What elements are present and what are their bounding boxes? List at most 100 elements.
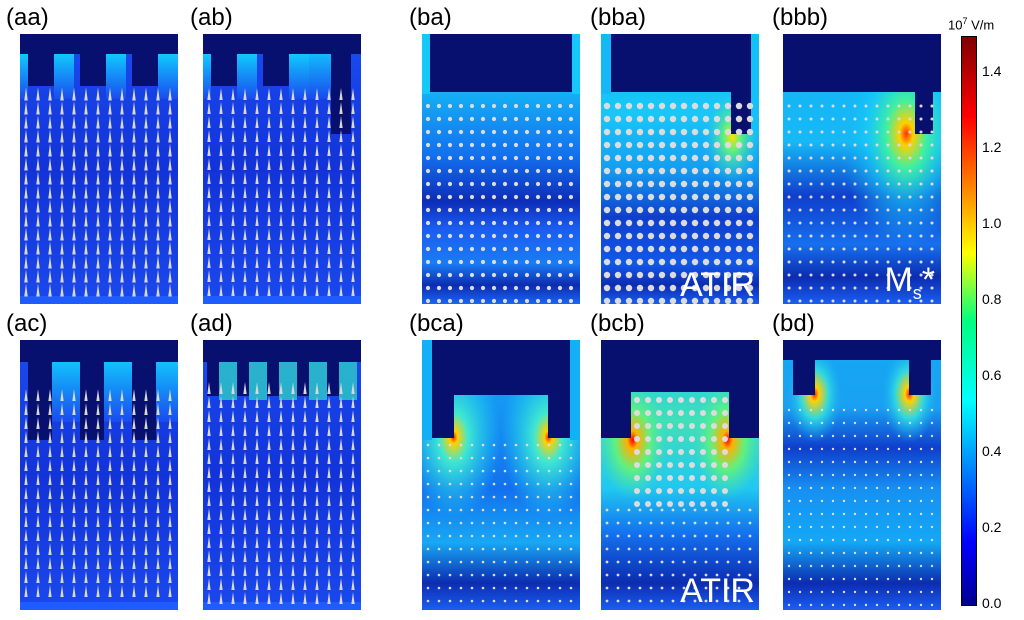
field-dot: [722, 436, 728, 442]
field-arrow: [120, 585, 124, 597]
field-arrow: [267, 522, 271, 534]
field-dot: [919, 603, 923, 607]
field-dot: [908, 130, 912, 134]
field-dot: [875, 460, 879, 464]
colorbar-tick-0-2: 0.2: [982, 519, 1002, 535]
field-dot: [671, 599, 675, 603]
field-dot: [897, 538, 901, 542]
field-dot: [525, 521, 529, 525]
field-arrow: [144, 515, 148, 527]
field-dot: [458, 259, 464, 265]
field-arrow: [96, 543, 100, 555]
field-dot: [680, 193, 688, 201]
field-dot: [625, 206, 633, 214]
field-arrow: [96, 431, 100, 443]
field-dot: [480, 272, 486, 278]
field-arrow: [96, 403, 100, 415]
field-arrow: [267, 214, 271, 226]
field-dot: [680, 232, 688, 240]
field-dot: [448, 443, 452, 447]
field-dot: [658, 271, 666, 279]
field-arrow: [48, 585, 52, 597]
field-dot: [842, 156, 846, 160]
field-dot: [656, 462, 662, 468]
field-dot: [492, 534, 496, 538]
field-dot: [809, 538, 813, 542]
field-dot: [919, 473, 923, 477]
field-arrow: [219, 564, 223, 576]
field-arrow: [108, 283, 112, 297]
field-arrow: [327, 242, 331, 254]
field-dot: [649, 599, 653, 603]
field-dot: [908, 512, 912, 516]
field-dot: [536, 456, 540, 460]
field-arrow: [315, 256, 319, 268]
field-dot: [491, 272, 497, 278]
field-dot: [820, 104, 824, 108]
field-dot: [724, 141, 732, 149]
field-dot: [502, 194, 508, 200]
field-arrow: [168, 199, 172, 213]
field-arrow: [168, 115, 172, 129]
field-arrow: [108, 185, 112, 199]
field-dot: [569, 521, 573, 525]
field-arrow: [303, 466, 307, 478]
field-arrow: [243, 186, 247, 198]
field-dot: [864, 143, 868, 147]
field-arrow: [24, 255, 28, 269]
field-dot: [853, 512, 857, 516]
field-arrow: [219, 172, 223, 184]
field-dot: [702, 271, 710, 279]
field-dot: [470, 560, 474, 564]
field-dot: [546, 142, 552, 148]
field-arrow: [120, 473, 124, 485]
field-arrow: [279, 116, 283, 128]
field-dot: [447, 259, 453, 265]
field-dot: [513, 233, 519, 239]
field-arrow: [207, 508, 211, 520]
field-dot: [897, 460, 901, 464]
field-dot: [820, 195, 824, 199]
field-dot: [535, 272, 541, 278]
field-dot: [809, 434, 813, 438]
field-arrow: [48, 473, 52, 485]
field-arrow: [36, 171, 40, 185]
field-dot: [660, 599, 664, 603]
field-dot: [919, 234, 923, 238]
field-arrow: [132, 213, 136, 227]
field-dot: [502, 129, 508, 135]
field-arrow: [279, 172, 283, 184]
field-dot: [480, 103, 486, 109]
field-arrow: [156, 431, 160, 443]
field-dot: [469, 285, 475, 291]
field-dot: [513, 181, 519, 187]
field-arrow: [132, 571, 136, 583]
field-arrow: [327, 578, 331, 590]
field-arrow: [315, 424, 319, 436]
field-arrow: [231, 88, 235, 100]
field-arrow: [279, 284, 283, 296]
field-arrow: [243, 270, 247, 282]
field-dot: [886, 221, 890, 225]
field-plot-ad: [203, 340, 361, 610]
field-dot: [671, 560, 675, 564]
field-dot: [447, 129, 453, 135]
field-arrow: [156, 487, 160, 499]
field-dot: [820, 130, 824, 134]
field-dot: [715, 586, 719, 590]
field-arrow: [279, 452, 283, 464]
field-dot: [656, 449, 662, 455]
field-dot: [536, 469, 540, 473]
field-dot: [669, 180, 677, 188]
field-dot: [447, 207, 453, 213]
field-arrow: [108, 571, 112, 583]
field-arrow: [60, 445, 64, 457]
field-dot: [656, 488, 662, 494]
field-arrow: [120, 129, 124, 143]
field-dot: [649, 560, 653, 564]
field-dot: [702, 258, 710, 266]
field-dot: [458, 129, 464, 135]
field-dot: [809, 564, 813, 568]
field-dot: [713, 245, 721, 253]
field-arrow: [267, 102, 271, 114]
